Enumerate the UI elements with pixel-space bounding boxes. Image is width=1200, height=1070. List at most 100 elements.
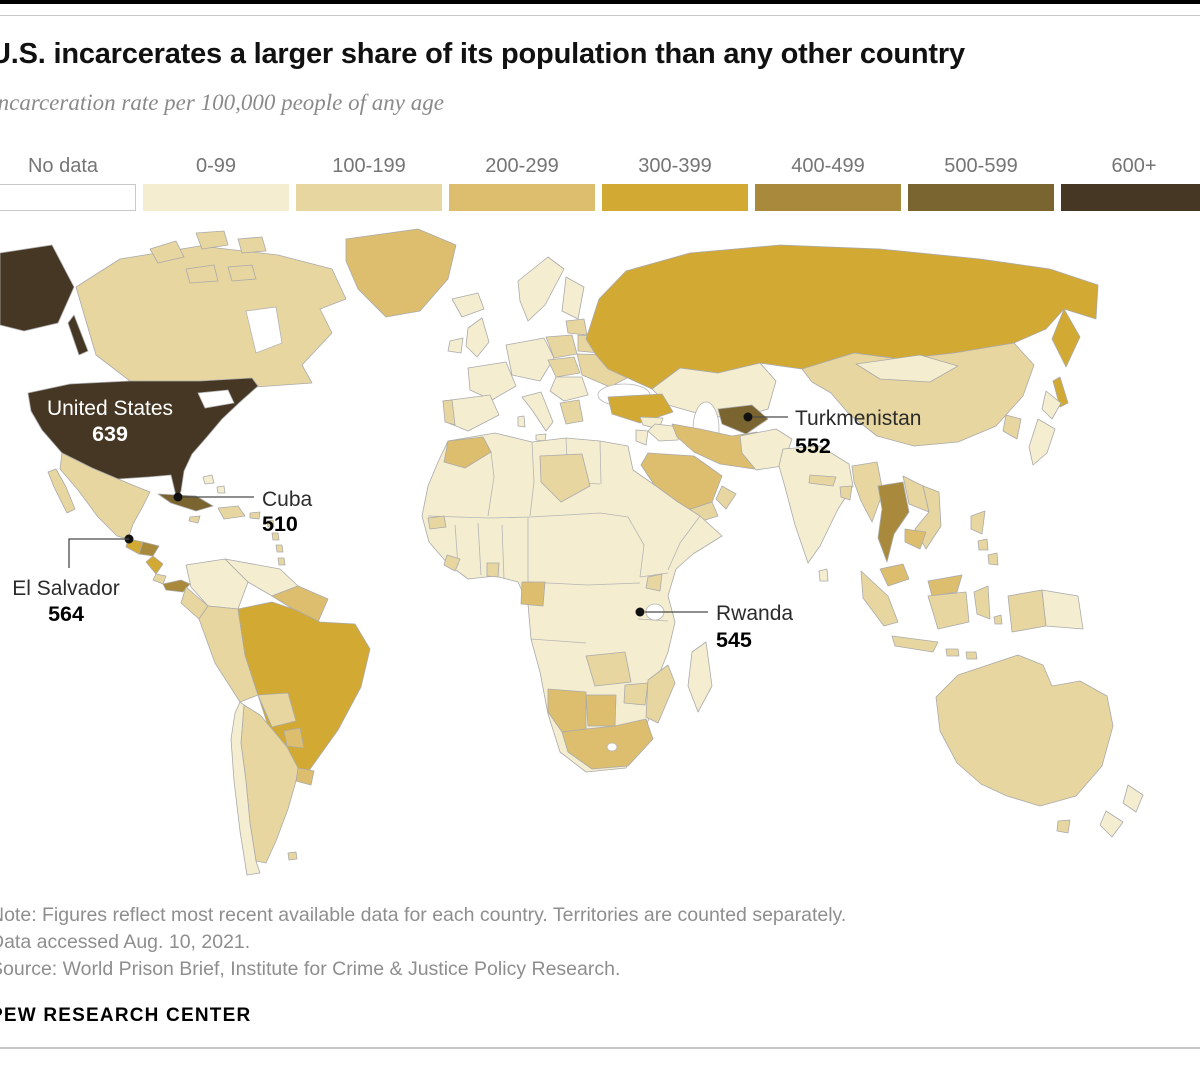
sakhalin (1052, 376, 1069, 408)
arctic-islands (149, 230, 267, 284)
falkland-islands (287, 851, 298, 861)
country-zambia (585, 651, 632, 687)
island-tasmania (1056, 819, 1071, 834)
legend-swatch (449, 184, 595, 211)
source-line: Source: World Prison Brief, Institute fo… (0, 958, 621, 980)
world-choropleth-map: United States 639 Cuba 510 El Salvador 5… (0, 225, 1200, 890)
legend-label: 600+ (1111, 155, 1157, 177)
map-region-south-america (180, 558, 371, 876)
annotation-rwanda-value: 545 (716, 628, 752, 652)
annotation-rwanda-dot (635, 607, 645, 617)
country-new-zealand-north (1122, 784, 1144, 813)
kamchatka (1051, 308, 1081, 368)
world-map-svg: United States 639 Cuba 510 El Salvador 5… (0, 228, 1144, 876)
country-libya (539, 453, 591, 503)
country-finland (561, 276, 585, 320)
legend-swatch (1061, 184, 1200, 211)
country-myanmar (851, 461, 884, 523)
country-lesotho (606, 742, 618, 752)
chart-notes: Note: Figures reflect most recent availa… (0, 902, 1200, 983)
chart-title: U.S. incarcerates a larger share of its … (0, 38, 965, 70)
country-honduras (138, 541, 160, 557)
map-region-middle-east (607, 393, 793, 526)
annotation-rwanda-name: Rwanda (716, 602, 793, 625)
country-alaska-panhandle (67, 314, 89, 356)
country-jordan-israel (635, 429, 649, 446)
annotation-united-states-value: 639 (92, 422, 128, 446)
indonesia-small-islands (945, 614, 1003, 660)
country-nicaragua (145, 555, 164, 575)
country-malaysia-borneo (927, 574, 963, 597)
country-morocco (443, 436, 492, 469)
country-korea (1002, 414, 1022, 440)
annotation-turkmenistan-value: 552 (795, 434, 831, 458)
accessed-line: Data accessed Aug. 10, 2021. (0, 931, 251, 953)
country-madagascar (687, 641, 713, 713)
country-chile (230, 701, 261, 876)
country-south-africa (561, 718, 654, 770)
country-ghana (486, 562, 500, 578)
country-australia (935, 654, 1114, 807)
country-mozambique (645, 664, 676, 724)
great-lakes (197, 389, 235, 409)
map-region-europe (442, 256, 637, 442)
country-thailand (877, 481, 910, 563)
country-turkmenistan (717, 404, 769, 435)
legend-label: 0-99 (195, 155, 237, 177)
country-gabon (520, 581, 546, 607)
country-france (467, 361, 517, 401)
country-botswana (585, 694, 617, 727)
country-sri-lanka (818, 568, 829, 582)
country-norway-sweden (517, 256, 565, 322)
top-gray-rule (0, 15, 1200, 16)
island-sumatra (860, 570, 899, 627)
legend-bin-600-plus: 600+ (1061, 155, 1200, 211)
country-alaska-us (0, 244, 75, 332)
country-japan-north (1041, 390, 1062, 420)
country-mongolia (855, 354, 959, 383)
country-kazakhstan-central-asia (651, 362, 777, 420)
country-hispaniola (217, 505, 246, 520)
legend-bin-no-data: No data (0, 155, 136, 211)
annotation-el-salvador-name: El Salvador (12, 577, 119, 600)
annotation-el-salvador-line (68, 538, 129, 568)
country-portugal (442, 399, 456, 426)
legend-swatch (0, 184, 136, 211)
country-uruguay (295, 767, 315, 786)
legend-label: 200-299 (485, 155, 559, 177)
country-greenland (345, 228, 457, 318)
map-region-asia (778, 342, 1084, 660)
country-cuba (157, 493, 214, 512)
legend-bin-100-199: 100-199 (296, 155, 442, 211)
island-borneo (927, 591, 970, 630)
country-iceland (451, 292, 485, 318)
philippines-islands (970, 510, 999, 566)
legend-bin-400-499: 400-499 (755, 155, 901, 211)
legend-swatch (602, 184, 748, 211)
note-line: Note: Figures reflect most recent availa… (0, 904, 847, 926)
legend-label: 400-499 (791, 155, 865, 177)
chart-subtitle: Incarceration rate per 100,000 people of… (0, 90, 444, 115)
annotation-cuba-name: Cuba (262, 488, 313, 511)
country-indonesia-papua (1007, 589, 1047, 633)
country-japan-main (1028, 418, 1056, 466)
country-jamaica (188, 515, 201, 524)
island-sicily (535, 433, 547, 442)
country-canada (75, 245, 347, 388)
country-czech-hungary (547, 356, 581, 378)
country-india (778, 445, 854, 564)
legend-bin-500-599: 500-599 (908, 155, 1054, 211)
top-black-rule (0, 0, 1200, 4)
country-malaysia (879, 563, 910, 587)
legend-label: 300-399 (638, 155, 712, 177)
legend-swatch (755, 184, 901, 211)
legend-swatch (908, 184, 1054, 211)
annotation-el-salvador-value: 564 (48, 602, 84, 626)
country-paraguay (283, 727, 305, 749)
hudson-bay (245, 306, 283, 354)
country-germany-central-europe (505, 337, 555, 382)
legend-label: 100-199 (332, 155, 406, 177)
bottom-gray-rule (0, 1047, 1200, 1049)
country-new-zealand-south (1099, 810, 1124, 838)
annotation-united-states-name: United States (47, 397, 173, 420)
